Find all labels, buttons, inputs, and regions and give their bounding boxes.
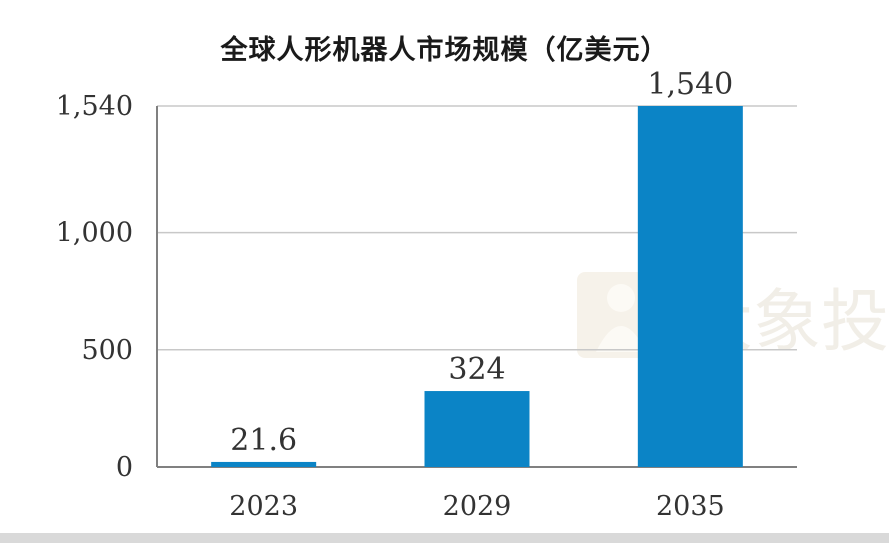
y-tick-label: 1,000 — [56, 218, 133, 249]
bottom-band — [0, 533, 889, 543]
bar — [637, 106, 743, 467]
x-tick-label: 2029 — [443, 491, 512, 522]
data-label: 1,540 — [647, 67, 733, 102]
x-tick-label: 2035 — [656, 491, 725, 522]
data-label: 324 — [448, 352, 505, 387]
watermark-logo-body — [596, 326, 646, 352]
bar — [424, 391, 530, 467]
chart-title: 全球人形机器人市场规模（亿美元） — [220, 35, 669, 66]
watermark-logo-head — [607, 284, 635, 312]
data-label: 21.6 — [230, 423, 297, 458]
y-axis-ticks: 0 500 1,000 1,540 — [56, 91, 133, 483]
bar — [211, 461, 317, 467]
x-tick-label: 2023 — [229, 491, 298, 522]
x-axis-ticks: 2023 2029 2035 — [229, 491, 724, 522]
y-tick-label: 500 — [81, 335, 133, 366]
y-tick-label: 0 — [116, 452, 133, 483]
data-labels: 21.6 324 1,540 — [230, 67, 733, 458]
bars — [211, 106, 743, 467]
y-tick-label: 1,540 — [56, 91, 133, 122]
